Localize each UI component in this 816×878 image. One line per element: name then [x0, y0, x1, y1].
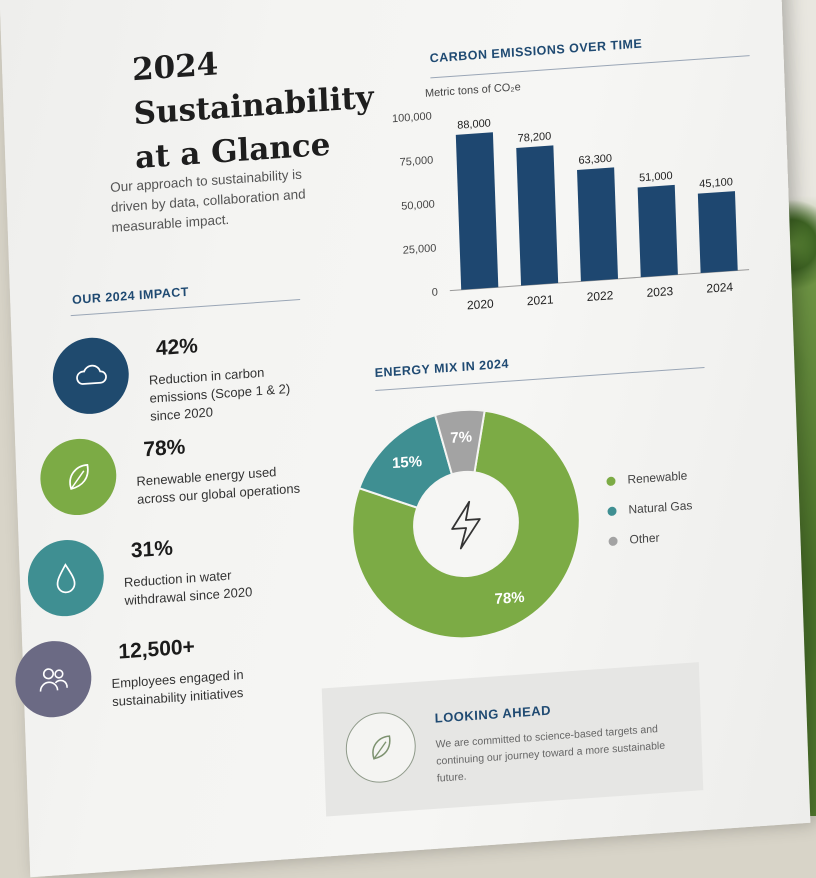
legend-label: Other [629, 530, 660, 547]
bar-data-label: 78,200 [517, 131, 551, 145]
impact-description: Renewable energy used across our global … [136, 464, 301, 507]
slice-label: 78% [494, 589, 525, 608]
slice-label: 15% [392, 453, 423, 472]
cloud-icon [76, 364, 107, 385]
impact-heading: OUR 2024 IMPACT [71, 284, 190, 307]
water-drop-icon [56, 563, 76, 594]
slice-label: 7% [450, 428, 472, 447]
legend-item: Natural Gas [607, 498, 693, 518]
x-tick-label: 2022 [586, 288, 613, 304]
x-tick-label: 2024 [706, 280, 733, 296]
impact-value: 12,500+ [118, 635, 196, 664]
emissions-heading: CARBON EMISSIONS OVER TIME [429, 36, 643, 66]
people-icon [39, 668, 68, 692]
legend-item: Other [608, 530, 660, 549]
impact-circle [51, 335, 131, 417]
impact-circle [39, 436, 118, 518]
y-tick-label: 100,000 [392, 110, 432, 125]
y-tick-label: 50,000 [401, 198, 435, 212]
impact-item-renewable: 78% Renewable energy used across our glo… [39, 421, 341, 532]
legend-swatch [606, 476, 616, 487]
slice-other [433, 408, 486, 476]
impact-circle [26, 537, 106, 619]
bar-2021 [516, 145, 559, 286]
looking-ahead-heading: LOOKING AHEAD [434, 702, 552, 726]
legend-swatch [607, 506, 617, 517]
impact-description: Reduction in water withdrawal since 2020 [123, 567, 253, 609]
lightning-icon [451, 500, 481, 550]
energy-donut-chart: 78% 15% 7% [351, 408, 581, 640]
impact-circle [14, 638, 93, 720]
x-tick-label: 2021 [527, 292, 554, 308]
slice-renewable [351, 409, 581, 640]
legend-label: Renewable [627, 468, 688, 487]
impact-value: 42% [155, 334, 199, 361]
y-tick-label: 75,000 [400, 154, 434, 168]
energy-heading: ENERGY MIX IN 2024 [374, 356, 510, 381]
looking-ahead-panel: LOOKING AHEAD We are committed to scienc… [321, 662, 704, 817]
y-tick-label: 0 [432, 286, 439, 298]
bar-data-label: 63,300 [578, 153, 612, 167]
bar-data-label: 51,000 [639, 170, 673, 184]
leaf-icon [69, 463, 89, 490]
bar-2020 [455, 132, 499, 290]
x-tick-label: 2023 [646, 284, 673, 300]
impact-description: Employees engaged in sustainability init… [111, 666, 244, 710]
bar-data-label: 88,000 [457, 117, 491, 131]
impact-item-employees: 12,500+ Employees engaged in sustainabil… [14, 623, 316, 734]
bar-2023 [637, 184, 678, 278]
impact-description: Reduction in carbon emissions (Scope 1 &… [148, 364, 291, 424]
bar-data-label: 45,100 [699, 176, 733, 190]
bar-2024 [697, 191, 738, 274]
impact-value: 31% [130, 536, 174, 563]
x-tick-label: 2020 [467, 297, 494, 313]
impact-item-carbon: 42% Reduction in carbon emissions (Scope… [51, 320, 354, 431]
leaf-icon [344, 710, 417, 785]
bar-2022 [577, 167, 619, 282]
looking-ahead-body: We are committed to science-based target… [435, 723, 666, 785]
legend-label: Natural Gas [628, 498, 693, 517]
legend-item: Renewable [606, 468, 688, 488]
impact-value: 78% [142, 435, 186, 462]
impact-item-water: 31% Reduction in water withdrawal since … [26, 522, 329, 633]
legend-swatch [608, 536, 618, 547]
y-tick-label: 25,000 [403, 242, 437, 256]
emissions-bar-chart: 0 25,000 50,000 75,000 100,000 88,000 2020 78,2… [392, 110, 750, 313]
